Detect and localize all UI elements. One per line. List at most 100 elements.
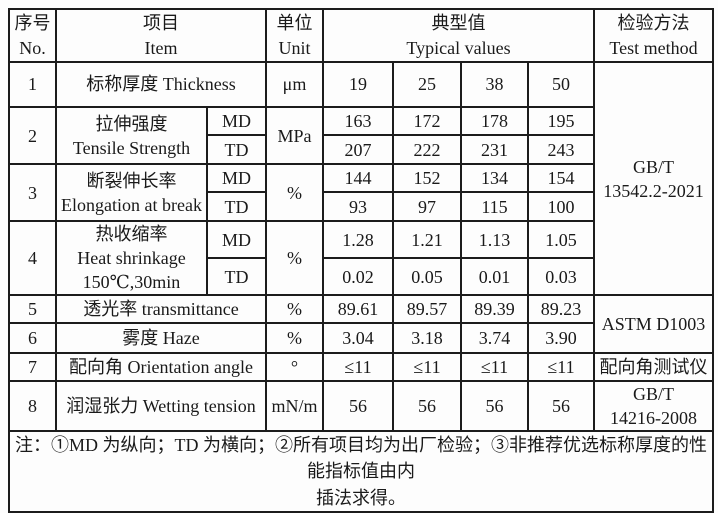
- item-cell: 雾度 Haze: [55, 322, 267, 355]
- value-cell: 97: [392, 191, 462, 223]
- item-cell: 热收缩率 Heat shrinkage 150℃,30min: [55, 220, 208, 297]
- value-cell: 93: [322, 191, 394, 223]
- row-no: 7: [8, 352, 57, 383]
- method-cell: GB/T 14216-2008: [593, 380, 715, 433]
- value-cell: 1.13: [460, 220, 529, 260]
- unit-cell: %: [265, 294, 324, 325]
- table-row: TD 0.02 0.05 0.01 0.03: [9, 257, 713, 297]
- value-cell: 3.74: [460, 322, 529, 355]
- header-unit: 单位 Unit: [265, 8, 324, 63]
- value-cell: 89.57: [392, 294, 462, 325]
- item-cell: 透光率 transmittance: [55, 294, 267, 325]
- table-row: 3 断裂伸长率 Elongation at break MD % 144 152…: [8, 163, 713, 223]
- table-row: 8 润湿张力 Wetting tension mN/m 56 56 56 56 …: [8, 380, 715, 433]
- table-row: 7 配向角 Orientation angle ° ≤11 ≤11 ≤11 ≤1…: [8, 352, 715, 383]
- value-cell: 56: [526, 380, 596, 433]
- value-cell: 0.02: [322, 257, 394, 297]
- value-cell: 56: [322, 380, 394, 433]
- item-cell: 标称厚度 Thickness: [55, 61, 267, 108]
- method-line: GB/T: [633, 384, 675, 405]
- method-cell: 配向角测试仪: [593, 352, 715, 383]
- header-method-zh: 检验方法: [617, 12, 690, 33]
- row-no: 2: [8, 105, 57, 166]
- value-cell: 3.90: [526, 322, 596, 355]
- unit-cell: mN/m: [265, 380, 324, 433]
- value-cell: 207: [322, 134, 394, 166]
- value-cell: 1.05: [526, 220, 596, 260]
- value-cell: ≤11: [460, 352, 529, 383]
- header-typical-en: Typical values: [406, 37, 511, 58]
- header-unit-zh: 单位: [276, 12, 313, 33]
- item-cell: 润湿张力 Wetting tension: [55, 380, 267, 433]
- value-cell: 163: [322, 105, 394, 137]
- item-cell: 配向角 Orientation angle: [55, 352, 267, 383]
- item-zh: 拉伸强度: [95, 113, 168, 134]
- header-no: 序号 No.: [8, 8, 57, 63]
- value-cell: 178: [460, 105, 529, 137]
- row-no: 8: [8, 380, 57, 433]
- method-line: 13542.2-2021: [603, 180, 704, 201]
- unit-cell: °: [265, 352, 324, 383]
- item-cell: 拉伸强度 Tensile Strength: [55, 105, 208, 166]
- value-cell: 19: [322, 61, 394, 108]
- direction-label-td: TD: [206, 257, 267, 297]
- table-row: 2 拉伸强度 Tensile Strength MD MPa 163 172 1…: [8, 105, 713, 166]
- value-cell: 1.28: [322, 220, 394, 260]
- header-row: 序号 No. 项目 Item 单位 Unit 典型值 Typical value…: [8, 8, 715, 63]
- footnote-line-2: 插法求得。: [316, 487, 406, 508]
- footnote-row: 注：①MD 为纵向；TD 为横向；②所有项目均为出厂检验；③非推荐优选标称厚度的…: [7, 430, 715, 513]
- method-line: GB/T: [633, 156, 675, 177]
- table-row: TD 207 222 231 243: [9, 134, 713, 166]
- direction-label-td: TD: [206, 191, 267, 223]
- value-cell: 134: [460, 163, 529, 194]
- unit-cell: μm: [265, 61, 324, 108]
- method-line: 14216-2008: [610, 408, 698, 429]
- value-cell: 195: [526, 105, 596, 137]
- header-no-zh: 序号: [14, 12, 51, 33]
- value-cell: 243: [526, 134, 596, 166]
- unit-cell: MPa: [265, 105, 324, 166]
- item-en: Tensile Strength: [72, 137, 191, 158]
- value-cell: ≤11: [526, 352, 596, 383]
- value-cell: 3.18: [392, 322, 462, 355]
- table-row: 5 透光率 transmittance % 89.61 89.57 89.39 …: [8, 294, 715, 355]
- row-no: 4: [8, 220, 57, 297]
- unit-cell: %: [265, 322, 324, 355]
- method-cell: ASTM D1003: [593, 294, 715, 355]
- value-cell: 0.03: [526, 257, 596, 297]
- direction-label-md: MD: [206, 220, 267, 260]
- table-row: 4 热收缩率 Heat shrinkage 150℃,30min MD % 1.…: [8, 220, 713, 297]
- value-cell: 152: [392, 163, 462, 194]
- table-row: 6 雾度 Haze % 3.04 3.18 3.74 3.90: [8, 322, 713, 355]
- item-cell: 断裂伸长率 Elongation at break: [55, 163, 208, 223]
- spec-table: 序号 No. 项目 Item 单位 Unit 典型值 Typical value…: [7, 8, 715, 513]
- value-cell: 172: [392, 105, 462, 137]
- value-cell: 89.39: [460, 294, 529, 325]
- header-method-en: Test method: [609, 37, 698, 58]
- footnote: 注：①MD 为纵向；TD 为横向；②所有项目均为出厂检验；③非推荐优选标称厚度的…: [7, 430, 715, 513]
- value-cell: 50: [526, 61, 596, 108]
- value-cell: 154: [526, 163, 596, 194]
- header-item-zh: 项目: [143, 12, 179, 33]
- header-item-en: Item: [144, 37, 178, 58]
- value-cell: 25: [392, 61, 462, 108]
- item-en: Heat shrinkage: [77, 248, 186, 269]
- item-en: Elongation at break: [61, 194, 202, 215]
- value-cell: 1.21: [392, 220, 462, 260]
- value-cell: 3.04: [322, 322, 394, 355]
- value-cell: 89.61: [322, 294, 394, 325]
- header-no-en: No.: [19, 37, 46, 58]
- item-condition: 150℃,30min: [82, 272, 181, 293]
- table-row: TD 93 97 115 100: [9, 191, 713, 223]
- row-no: 3: [8, 163, 57, 223]
- row-no: 6: [8, 322, 57, 355]
- footnote-line-1: 注：①MD 为纵向；TD 为横向；②所有项目均为出厂检验；③非推荐优选标称厚度的…: [15, 435, 707, 482]
- table-row: 1 标称厚度 Thickness μm 19 25 38 50 GB/T 135…: [8, 60, 715, 297]
- method-cell: GB/T 13542.2-2021: [593, 60, 715, 297]
- direction-label-md: MD: [206, 163, 267, 194]
- header-test-method: 检验方法 Test method: [593, 8, 715, 63]
- row-no: 5: [8, 294, 57, 325]
- value-cell: 0.05: [392, 257, 462, 297]
- header-unit-en: Unit: [278, 37, 311, 58]
- item-zh: 热收缩率: [95, 224, 168, 245]
